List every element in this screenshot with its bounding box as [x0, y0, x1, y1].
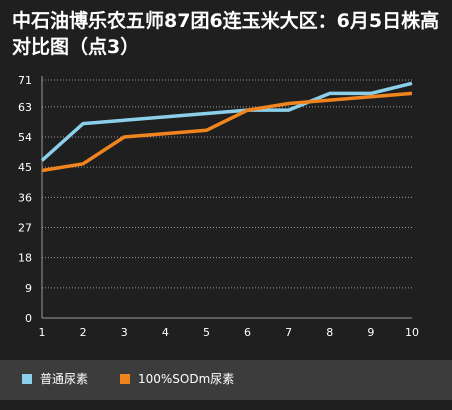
x-axis-tick-labels: 1 2 3 4 5 6 7 8 9 10: [39, 326, 420, 339]
y-tick-label-63: 63: [18, 101, 32, 114]
y-tick-label-27: 27: [18, 221, 32, 234]
series-lines: [40, 81, 413, 173]
x-tick-label-8: 8: [326, 326, 333, 339]
axes: [41, 76, 412, 319]
legend-swatch-series-2: [120, 374, 130, 384]
series-line-1: [40, 81, 413, 162]
legend-item-series-1: 普通尿素: [22, 372, 88, 386]
y-tick-label-71: 71: [18, 74, 32, 87]
y-tick-label-9: 9: [25, 282, 32, 295]
series-line-2: [41, 91, 413, 173]
x-tick-label-10: 10: [405, 326, 419, 339]
x-tick-label-7: 7: [285, 326, 292, 339]
legend: 普通尿素 100%SODm尿素: [0, 360, 452, 400]
legend-swatch-series-1: [22, 374, 32, 384]
y-axis-tick-labels: 0 9 18 27 36 45 54 63 71: [18, 74, 32, 325]
x-tick-label-4: 4: [162, 326, 169, 339]
x-tick-label-3: 3: [121, 326, 128, 339]
y-tick-label-0: 0: [25, 312, 32, 325]
legend-label-series-1: 普通尿素: [40, 372, 89, 386]
x-tick-label-1: 1: [39, 326, 46, 339]
y-tick-label-54: 54: [18, 131, 32, 144]
x-tick-label-6: 6: [244, 326, 251, 339]
chart-title: 中石油博乐农五师87团6连玉米大区：6月5日株高对比图（点3）: [12, 10, 440, 58]
y-tick-label-18: 18: [18, 252, 32, 265]
y-tick-label-45: 45: [18, 161, 32, 174]
legend-item-series-2: 100%SODm尿素: [120, 372, 234, 386]
x-tick-label-9: 9: [367, 326, 374, 339]
y-tick-label-36: 36: [18, 191, 32, 204]
x-tick-label-2: 2: [80, 326, 87, 339]
legend-label-series-2: 100%SODm尿素: [138, 372, 235, 386]
x-tick-label-5: 5: [203, 326, 210, 339]
